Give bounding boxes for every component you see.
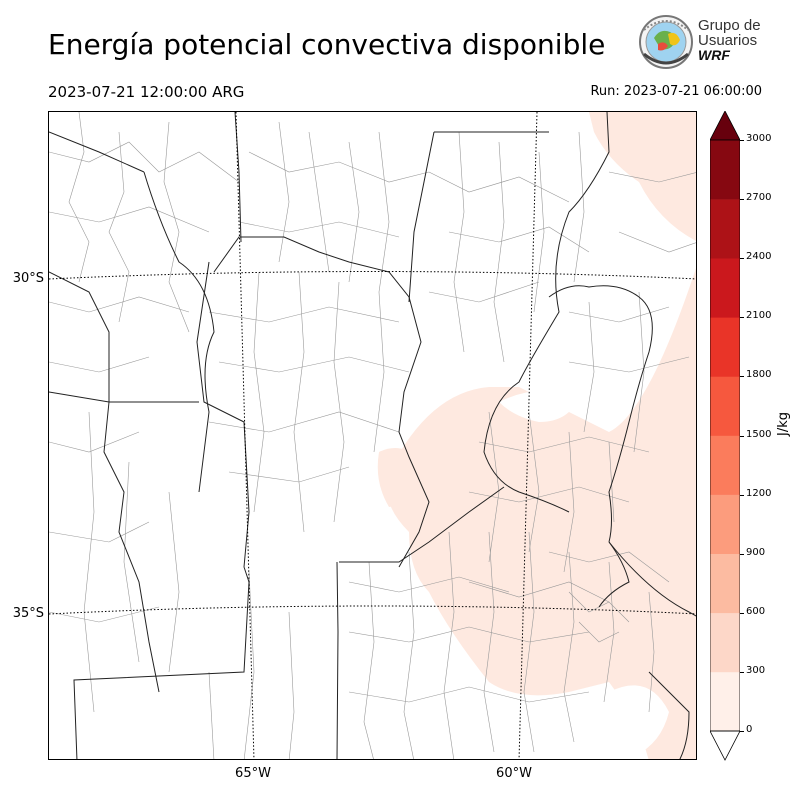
coastline-atlantic [648, 671, 690, 759]
boundary-santiago-santafe [234, 112, 242, 243]
boundary-buenosaires-lapampa [336, 561, 339, 759]
river-parana-delta [598, 541, 630, 608]
colorbar-tick-label: 1500 [746, 428, 772, 440]
colorbar-bin [710, 671, 740, 732]
boundary-catamarca-larioja [143, 171, 215, 493]
lat-label-30s: 30°S [12, 271, 44, 286]
colorbar-bins [710, 140, 740, 732]
lat-label-35s: 35°S [12, 606, 44, 621]
colorbar-tick-label: 600 [746, 605, 766, 617]
boundary-catamarca-north [49, 131, 145, 173]
parallel-35s [49, 605, 696, 615]
globe-logo-icon [639, 15, 693, 69]
colorbar-tick-mark [740, 199, 744, 201]
colorbar-tick-label: 1200 [746, 487, 772, 499]
cape-shade-northeast [649, 148, 696, 212]
colorbar-tick-label: 2700 [746, 192, 772, 204]
colorbar-bin [710, 258, 740, 318]
boundary-santafe-entrerios [483, 112, 610, 513]
colorbar-tick-mark [740, 376, 744, 378]
lon-label-65w: 65°W [235, 766, 271, 781]
colorbar-tick-mark [740, 258, 744, 260]
colorbar-extend-high [710, 111, 740, 141]
boundary-buenosaires-santafe [339, 486, 505, 563]
colorbar-tick-label: 2100 [746, 310, 772, 322]
map-panel [48, 111, 697, 760]
colorbar-tick-label: 900 [746, 546, 766, 558]
logo-line-1: Grupo de [698, 17, 761, 34]
boundary-mendoza-sanluis [103, 401, 160, 693]
colorbar-tick-mark [740, 671, 744, 673]
wrf-logo: Grupo de Usuarios WRF [638, 14, 768, 74]
colorbar-bin [710, 376, 740, 436]
colorbar-tick-mark [740, 731, 744, 732]
colorbar-bin [710, 435, 740, 495]
map-title: Energía potencial convectiva disponible [48, 28, 606, 61]
colorbar [710, 111, 740, 761]
colorbar-bin [710, 199, 740, 259]
colorbar-bin [710, 140, 740, 200]
colorbar-tick-mark [740, 553, 744, 555]
colorbar-tick-label: 2400 [746, 251, 772, 263]
colorbar-bin [710, 553, 740, 614]
colorbar-tick-mark [740, 435, 744, 437]
cape-shade-north [589, 112, 696, 241]
cape-shading [377, 112, 696, 759]
colorbar-tick-label: 0 [746, 724, 753, 735]
colorbar-bin [710, 494, 740, 554]
cape-clear-2 [579, 685, 669, 759]
logo-line-2: Usuarios [698, 32, 758, 49]
colorbar-bin [710, 612, 740, 673]
graticule [49, 112, 696, 759]
colorbar-tick-mark [740, 317, 744, 319]
colorbar-tick-mark [740, 612, 744, 614]
valid-time: 2023-07-21 12:00:00 ARG [48, 83, 245, 101]
logo-line-3: WRF [698, 47, 730, 63]
colorbar-tick-label: 3000 [746, 133, 772, 144]
cape-clear-1 [499, 390, 579, 422]
colorbar-bin [710, 317, 740, 377]
map-canvas [49, 112, 696, 759]
colorbar-unit: J/kg [776, 412, 791, 436]
boundary-santafe-west [408, 131, 435, 303]
boundary-entrerios-corrientes [548, 285, 653, 543]
lon-label-60w: 60°W [496, 766, 532, 781]
cape-shade-main [386, 267, 696, 759]
boundary-larioja-cordoba [213, 236, 430, 568]
boundary-sanjuan-mendoza [49, 391, 199, 403]
cape-shade-west [377, 448, 424, 507]
colorbar-tick-label: 1800 [746, 369, 772, 381]
parallel-30s [49, 271, 696, 280]
province-boundaries [49, 112, 696, 759]
boundary-cordoba-west [196, 261, 250, 568]
colorbar-tick-mark [740, 494, 744, 496]
run-time: Run: 2023-07-21 06:00:00 [590, 84, 762, 99]
boundary-sanluis-lapampa [73, 566, 250, 759]
colorbar-extend-low [710, 730, 740, 761]
colorbar-tick-mark [740, 140, 744, 141]
colorbar-tick-label: 300 [746, 664, 766, 676]
coastline-rio-de-la-plata [608, 541, 696, 617]
boundary-larioja-sanjuan [49, 271, 110, 402]
